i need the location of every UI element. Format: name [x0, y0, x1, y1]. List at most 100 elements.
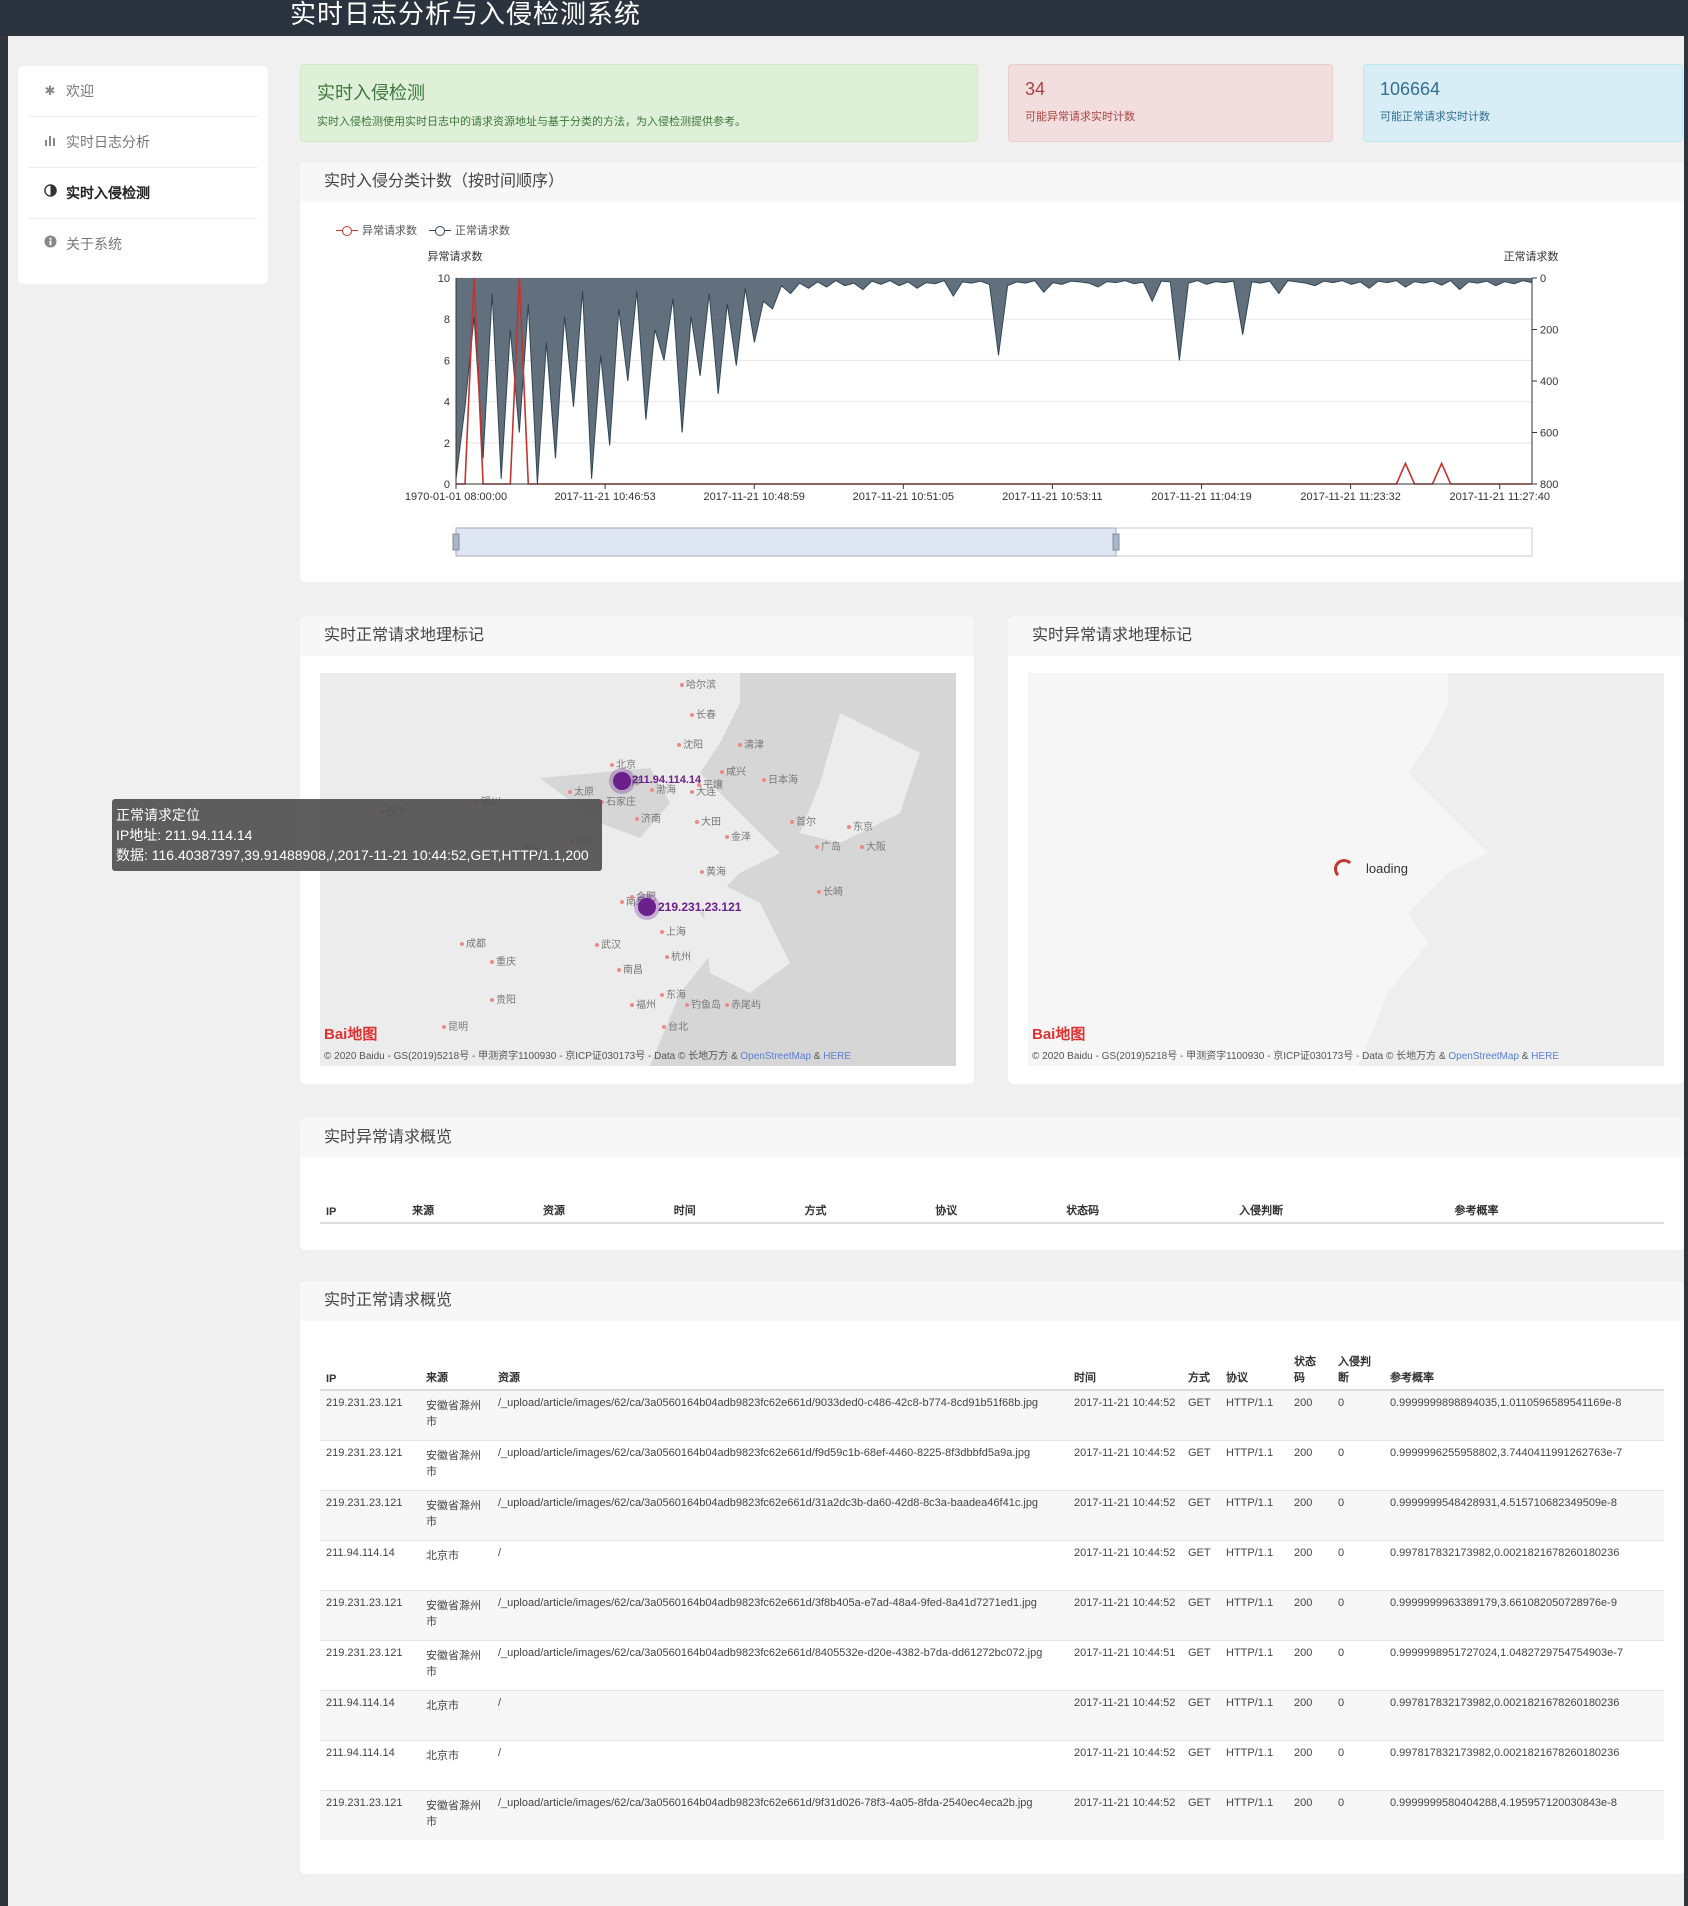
map-tooltip: 正常请求定位 IP地址: 211.94.114.14 数据: 116.40387…	[112, 799, 602, 871]
table-cell: /	[492, 1740, 1068, 1791]
table-cell: GET	[1182, 1690, 1220, 1741]
adjust-icon	[42, 168, 58, 218]
map-city-label: 哈尔滨	[680, 676, 716, 691]
table-cell: 0	[1332, 1740, 1384, 1791]
table-cell: 219.231.23.121	[320, 1590, 420, 1641]
table-row: 219.231.23.121 安徽省滁州市/_upload/article/ima…	[320, 1440, 1664, 1491]
table-cell: /_upload/article/images/62/ca/3a0560164b…	[492, 1640, 1068, 1691]
column-header: 时间	[667, 1178, 799, 1224]
map-city-label: 济南	[635, 810, 661, 825]
table-cell: 211.94.114.14	[320, 1740, 420, 1791]
osm-link[interactable]: OpenStreetMap	[1448, 1051, 1520, 1062]
column-header: IP	[320, 1345, 420, 1391]
x-tick-label: 2017-11-21 10:51:05	[853, 491, 954, 503]
here-link[interactable]: HERE	[1531, 1051, 1560, 1062]
table-cell: 200	[1288, 1440, 1332, 1491]
table-cell: 211.94.114.14	[320, 1540, 420, 1591]
y-right-tick-label: 800	[1540, 479, 1558, 491]
normal-count-label: 可能正常请求实时计数	[1380, 111, 1490, 123]
datazoom-handle-left[interactable]	[452, 533, 460, 551]
sidebar-item-label: 实时入侵检测	[66, 185, 150, 201]
table-cell: 0	[1332, 1490, 1384, 1541]
y-left-tick-label: 2	[444, 438, 450, 450]
table-cell: 2017-11-21 10:44:52	[1068, 1389, 1182, 1441]
map-city-label: 成都	[460, 935, 486, 950]
table-cell: 219.231.23.121	[320, 1640, 420, 1691]
table-cell: 0	[1332, 1690, 1384, 1741]
baidu-map-logo: Bai地图	[324, 1026, 378, 1043]
map-copyright: © 2020 Baidu - GS(2019)5218号 - 甲测资字11009…	[1032, 1051, 1560, 1062]
table-cell: /_upload/article/images/62/ca/3a0560164b…	[492, 1790, 1068, 1840]
table-cell: 安徽省滁州市	[420, 1440, 492, 1491]
table-cell: GET	[1182, 1640, 1220, 1691]
table-cell: 0	[1332, 1440, 1384, 1491]
datazoom-selected-range[interactable]	[455, 527, 1117, 557]
chart-panel-title: 实时入侵分类计数（按时间顺序）	[300, 162, 1684, 202]
series-normal	[455, 278, 1533, 485]
table-cell: 219.231.23.121	[320, 1490, 420, 1541]
table-cell: HTTP/1.1	[1220, 1740, 1288, 1791]
map-city-label: 首尔	[790, 813, 816, 828]
map-city-label: 咸兴	[720, 763, 746, 778]
table-cell: 200	[1288, 1690, 1332, 1741]
y-left-axis-label: 异常请求数	[428, 250, 483, 263]
bar-chart-icon	[42, 117, 58, 167]
map-marker-chuzhou[interactable]	[638, 898, 656, 916]
table-cell: 安徽省滁州市	[420, 1490, 492, 1541]
loading-text: loading	[1366, 861, 1408, 876]
x-tick-label: 2017-11-21 10:53:11	[1002, 491, 1103, 503]
map-city-label: 台北	[662, 1018, 688, 1033]
map-city-label: 重庆	[490, 953, 516, 968]
series-normal-line	[455, 279, 1533, 485]
table-cell: 2017-11-21 10:44:52	[1068, 1490, 1182, 1541]
y-right-tick-label: 200	[1540, 325, 1558, 337]
table-row: 219.231.23.121 安徽省滁州市/_upload/article/ima…	[320, 1389, 1664, 1441]
table-cell: 200	[1288, 1740, 1332, 1791]
column-header: 协议	[929, 1178, 1061, 1224]
here-link[interactable]: HERE	[823, 1051, 852, 1062]
table-cell: GET	[1182, 1790, 1220, 1840]
table-row: 211.94.114.14 北京市/2017-11-21 10:44:52 GET H…	[320, 1740, 1664, 1791]
x-tick-label: 2017-11-21 11:04:19	[1151, 491, 1252, 503]
legend-abnormal-swatch[interactable]	[336, 225, 358, 236]
table-cell: 219.231.23.121	[320, 1440, 420, 1491]
map-city-label: 日本海	[762, 771, 798, 786]
sidebar-item-intrusion-detection[interactable]: 实时入侵检测	[28, 168, 258, 219]
map-city-label: 钓鱼岛	[685, 996, 721, 1011]
legend-abnormal-label[interactable]: 异常请求数	[362, 225, 417, 237]
intro-alert: 实时入侵检测 实时入侵检测使用实时日志中的请求资源地址与基于分类的方法，为入侵检…	[300, 64, 978, 142]
table-cell: 0.9999999580404288,4.195957120030843e-8	[1384, 1790, 1664, 1840]
table-cell: HTTP/1.1	[1220, 1690, 1288, 1741]
column-header: 时间	[1068, 1345, 1182, 1391]
y-right-axis-label: 正常请求数	[1504, 250, 1559, 263]
legend-normal-swatch[interactable]	[429, 225, 451, 236]
sidebar-item-welcome[interactable]: ✱ 欢迎	[28, 66, 258, 117]
map-city-label: 长崎	[817, 883, 843, 898]
normal-table-panel: 实时正常请求概览 IP 来源 资源 时间 方式 协议 状态码 入侵判断 参考概率 219.231…	[300, 1281, 1684, 1874]
table-row: 219.231.23.121 安徽省滁州市/_upload/article/ima…	[320, 1490, 1664, 1541]
table-cell: GET	[1182, 1490, 1220, 1541]
abnormal-request-table: IP 来源 资源 时间 方式 协议 状态码 入侵判断 参考概率	[320, 1178, 1664, 1224]
legend-normal-label[interactable]: 正常请求数	[455, 225, 510, 237]
table-cell: /_upload/article/images/62/ca/3a0560164b…	[492, 1590, 1068, 1641]
map-city-label: 合肥	[630, 888, 656, 903]
column-header: IP	[320, 1178, 407, 1224]
abnormal-request-map[interactable]: loading Bai地图 © 2020 Baidu - GS(2019)521…	[1028, 673, 1664, 1066]
table-cell: HTTP/1.1	[1220, 1590, 1288, 1641]
sidebar-item-about[interactable]: 关于系统	[28, 219, 258, 269]
datazoom-handle-right[interactable]	[1112, 533, 1120, 551]
table-cell: GET	[1182, 1740, 1220, 1791]
map-marker-beijing[interactable]	[613, 772, 631, 790]
map-city-label: 赤尾屿	[725, 996, 761, 1011]
column-header: 状态码	[1288, 1345, 1332, 1391]
osm-link[interactable]: OpenStreetMap	[740, 1051, 812, 1062]
normal-count-alert: 106664 可能正常请求实时计数	[1363, 64, 1683, 142]
map-city-label: 福州	[630, 996, 656, 1011]
right-edge	[1684, 36, 1688, 1906]
table-cell: HTTP/1.1	[1220, 1790, 1288, 1840]
map-city-label: 大阪	[860, 838, 886, 853]
column-header: 资源	[536, 1178, 668, 1224]
sidebar-item-log-analysis[interactable]: 实时日志分析	[28, 117, 258, 168]
sidebar-item-label: 实时日志分析	[66, 134, 150, 150]
column-header: 参考概率	[1384, 1345, 1664, 1391]
